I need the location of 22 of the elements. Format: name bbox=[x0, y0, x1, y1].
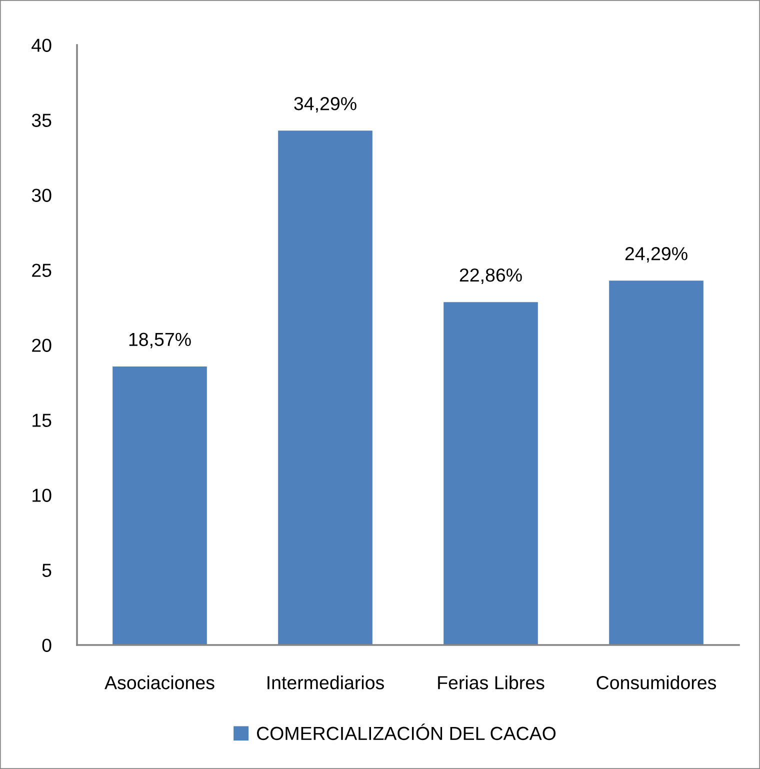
y-tick-label: 20 bbox=[32, 338, 52, 352]
y-tick-label: 15 bbox=[32, 414, 52, 427]
data-label: 22,86% bbox=[460, 268, 522, 284]
bar bbox=[112, 366, 207, 645]
bar bbox=[609, 280, 704, 645]
x-tick-label: Consumidores bbox=[596, 676, 716, 690]
bar bbox=[444, 302, 538, 645]
x-tick-label: Intermediarios bbox=[268, 676, 384, 690]
y-tick-label: 0 bbox=[42, 638, 52, 652]
data-label: 34,29% bbox=[294, 97, 356, 112]
y-tick-label: 25 bbox=[32, 264, 52, 277]
x-tick-label: Ferias Libres bbox=[438, 676, 544, 690]
x-tick-label: Asociaciones bbox=[104, 676, 214, 690]
data-label: 18,57% bbox=[129, 332, 191, 348]
y-tick-label: 10 bbox=[32, 488, 52, 502]
data-label: 24,29% bbox=[625, 247, 688, 262]
legend-label: COMERCIALIZACIÓN DEL CACAO bbox=[257, 724, 556, 740]
y-tick-label: 30 bbox=[32, 188, 52, 202]
y-tick-label: 40 bbox=[32, 38, 52, 52]
bar bbox=[278, 130, 372, 645]
y-tick-label: 5 bbox=[42, 564, 52, 577]
y-tick-label: 35 bbox=[32, 114, 52, 127]
